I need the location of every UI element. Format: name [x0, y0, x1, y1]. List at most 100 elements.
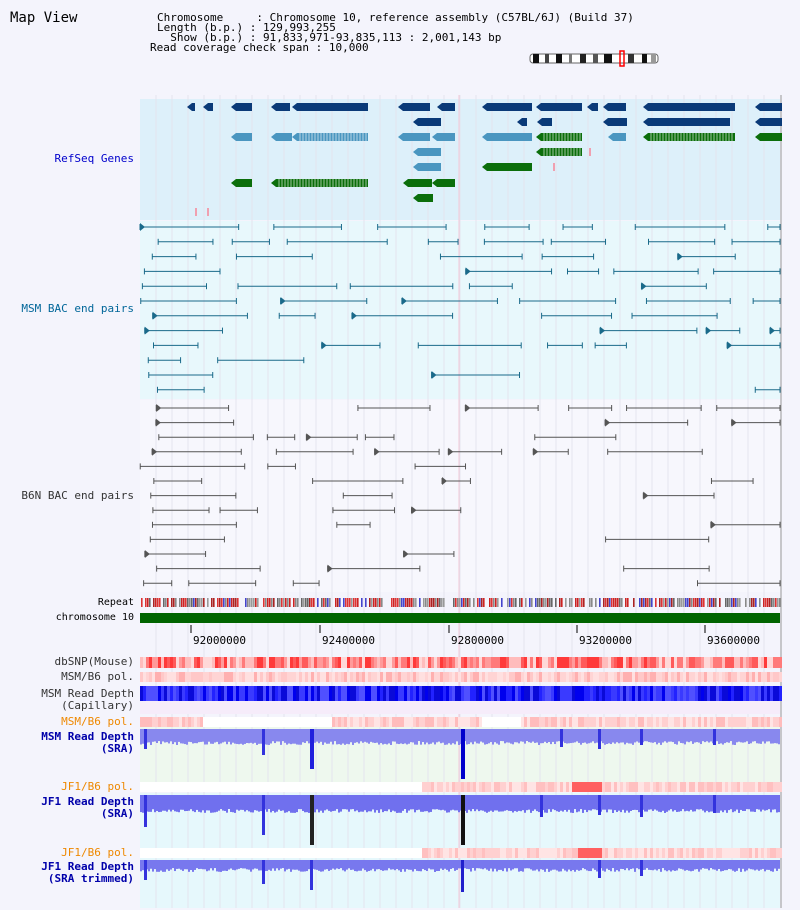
- heat-cell: [779, 657, 782, 668]
- heat-cell: [635, 717, 638, 727]
- heat-cell: [155, 657, 158, 668]
- gene-model: [208, 103, 213, 111]
- heat-cell: [743, 717, 746, 727]
- jf1-b6-pol-trimmed-label[interactable]: JF1/B6 pol.: [61, 846, 134, 859]
- heat-cell: [461, 657, 464, 668]
- depth-bar: [762, 860, 764, 869]
- depth-bar: [688, 860, 690, 871]
- heat-cell: [632, 782, 635, 792]
- heat-cell: [521, 848, 524, 858]
- heat-cell: [272, 848, 275, 858]
- heat-cell: [650, 717, 653, 727]
- heat-cell: [311, 782, 314, 792]
- heat-cell: [275, 657, 278, 668]
- jf1-read-depth-sra: [140, 795, 780, 845]
- heat-cell: [431, 848, 434, 858]
- heat-cell: [719, 672, 722, 682]
- depth-bar: [396, 860, 398, 870]
- refseq-track-label[interactable]: RefSeq Genes: [54, 152, 134, 165]
- repeat-element: [297, 598, 299, 607]
- depth-bar: [426, 729, 428, 743]
- length-label: Length (b.p.): [157, 21, 244, 34]
- depth-bar: [386, 729, 388, 745]
- heat-cell: [638, 782, 641, 792]
- heat-cell: [377, 657, 380, 668]
- depth-bar: [506, 729, 508, 743]
- depth-bar: [226, 860, 228, 871]
- heat-cell: [521, 782, 524, 792]
- heat-cell: [461, 686, 464, 701]
- heat-cell: [260, 848, 263, 858]
- heat-cell: [263, 657, 266, 668]
- depth-bar: [658, 729, 660, 743]
- depth-bar: [336, 795, 338, 810]
- heat-cell: [464, 848, 467, 858]
- depth-bar: [372, 729, 374, 743]
- depth-bar: [334, 795, 336, 811]
- heat-cell: [329, 686, 332, 701]
- jf1-depth-trimmed-label[interactable]: JF1 Read Depth (SRA trimmed): [41, 860, 134, 885]
- depth-bar: [274, 795, 276, 813]
- heat-cell: [704, 717, 707, 727]
- depth-bar: [506, 860, 508, 872]
- depth-bar: [448, 729, 450, 744]
- heat-cell: [641, 782, 644, 792]
- heat-cell: [605, 848, 608, 858]
- heat-cell: [677, 672, 680, 682]
- heat-cell: [497, 848, 500, 858]
- heat-cell: [143, 686, 146, 701]
- depth-bar: [634, 795, 636, 810]
- repeat-element: [401, 598, 403, 607]
- heat-cell: [167, 782, 170, 792]
- dbsnp-track-label[interactable]: dbSNP(Mouse): [54, 655, 134, 668]
- jf1-depth-sra-label[interactable]: JF1 Read Depth (SRA): [41, 795, 134, 820]
- heat-cell: [419, 672, 422, 682]
- heat-cell: [206, 848, 209, 858]
- depth-bar: [286, 860, 288, 870]
- heat-cell: [275, 686, 278, 701]
- heat-cell: [515, 848, 518, 858]
- b6n-bac-track-label[interactable]: B6N BAC end pairs: [21, 489, 134, 502]
- msm-bac-track-label[interactable]: MSM BAC end pairs: [21, 302, 134, 315]
- repeat-element: [511, 598, 513, 607]
- heat-cell: [665, 657, 668, 668]
- heat-cell: [290, 672, 293, 682]
- heat-cell: [500, 848, 503, 858]
- msm-depth-sra-label[interactable]: MSM Read Depth (SRA): [41, 730, 134, 755]
- repeat-element: [269, 598, 271, 607]
- repeat-element: [159, 598, 161, 607]
- repeat-element: [187, 598, 189, 607]
- bac-end-arrow: [706, 326, 712, 335]
- gene-strand-arrow: [437, 103, 442, 111]
- msm-b6-pol-label[interactable]: MSM/B6 pol.: [61, 670, 134, 683]
- jf1-b6-pol-label[interactable]: JF1/B6 pol.: [61, 780, 134, 793]
- heat-cell: [728, 686, 731, 701]
- depth-bar: [342, 795, 344, 810]
- depth-bar: [518, 860, 520, 872]
- axis-tick-label: 92400000: [322, 634, 375, 647]
- depth-bar: [338, 729, 340, 745]
- heat-cell: [497, 657, 500, 668]
- heat-cell: [299, 717, 302, 727]
- heat-cell: [584, 717, 587, 727]
- heat-cell: [554, 782, 557, 792]
- heat-cell: [251, 848, 254, 858]
- depth-bar: [244, 795, 246, 812]
- heat-cell: [764, 672, 767, 682]
- depth-bar: [164, 729, 166, 743]
- depth-bar: [244, 860, 246, 869]
- gene-strand-arrow: [482, 163, 487, 171]
- heat-cell: [644, 686, 647, 701]
- msm-depth-capillary-label[interactable]: MSM Read Depth (Capillary): [41, 687, 134, 712]
- heat-cell: [506, 672, 509, 682]
- heat-cell: [299, 782, 302, 792]
- depth-bar: [404, 860, 406, 872]
- msm-b6-pol-sra-label[interactable]: MSM/B6 pol.: [61, 715, 134, 728]
- heat-cell: [170, 782, 173, 792]
- heat-cell: [143, 848, 146, 858]
- depth-bar: [478, 860, 480, 869]
- heat-cell: [761, 848, 764, 858]
- depth-bar: [778, 860, 780, 869]
- heat-cell: [623, 782, 626, 792]
